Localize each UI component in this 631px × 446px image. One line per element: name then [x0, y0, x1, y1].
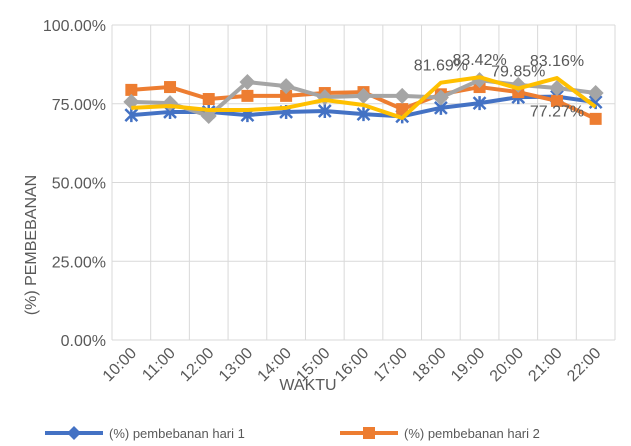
- data-label: 77.27%: [530, 104, 584, 121]
- y-tick-label: 0.00%: [61, 333, 106, 350]
- legend: (%) pembebanan hari 1 (%) pembebanan hari…: [45, 426, 540, 441]
- data-label: 83.42%: [452, 52, 506, 69]
- marker: [317, 103, 332, 118]
- marker: [550, 94, 563, 107]
- legend-marker: [363, 427, 375, 439]
- y-axis-title: (%) PEMBEBANAN: [23, 175, 40, 315]
- data-label: 81.69%: [414, 58, 468, 75]
- data-label: 79.85%: [491, 63, 545, 80]
- marker: [589, 112, 602, 125]
- marker: [278, 78, 295, 95]
- marker: [164, 81, 177, 94]
- y-tick-label: 75.00%: [52, 97, 106, 114]
- series-line: [131, 75, 597, 120]
- marker: [241, 89, 254, 102]
- y-tick-label: 100.00%: [43, 18, 106, 35]
- marker: [548, 80, 565, 96]
- y-tick-label: 50.00%: [52, 176, 106, 193]
- x-axis-title: WAKTU: [279, 377, 336, 394]
- marker: [472, 96, 487, 111]
- marker: [396, 103, 409, 116]
- marker: [125, 83, 138, 96]
- marker: [280, 89, 293, 102]
- legend-marker: [67, 426, 81, 440]
- legend-label: (%) pembebanan hari 1: [109, 426, 245, 441]
- marker: [356, 107, 371, 122]
- marker: [394, 87, 411, 104]
- marker: [202, 93, 215, 106]
- marker: [587, 85, 604, 102]
- y-tick-label: 25.00%: [52, 254, 106, 271]
- marker: [432, 89, 449, 106]
- data-label: 83.16%: [530, 53, 584, 70]
- marker: [355, 87, 372, 104]
- legend-label: (%) pembebanan hari 2: [404, 426, 540, 441]
- marker: [124, 108, 139, 123]
- marker: [239, 74, 256, 91]
